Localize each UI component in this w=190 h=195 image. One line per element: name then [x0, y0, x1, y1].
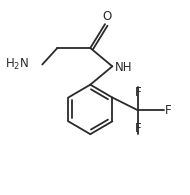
Text: NH: NH: [115, 61, 132, 74]
Text: F: F: [165, 104, 171, 117]
Text: H$_2$N: H$_2$N: [5, 57, 29, 72]
Text: O: O: [102, 10, 112, 23]
Text: F: F: [135, 122, 141, 135]
Text: F: F: [135, 86, 141, 99]
